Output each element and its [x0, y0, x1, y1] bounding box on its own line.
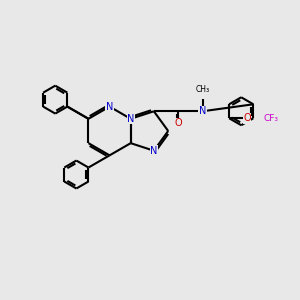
- Text: O: O: [243, 113, 251, 123]
- Text: N: N: [199, 106, 206, 116]
- Text: N: N: [127, 114, 134, 124]
- Text: CH₃: CH₃: [196, 85, 210, 94]
- Text: N: N: [106, 102, 113, 112]
- Text: N: N: [150, 146, 158, 156]
- Text: O: O: [174, 118, 182, 128]
- Text: CF₃: CF₃: [263, 114, 278, 123]
